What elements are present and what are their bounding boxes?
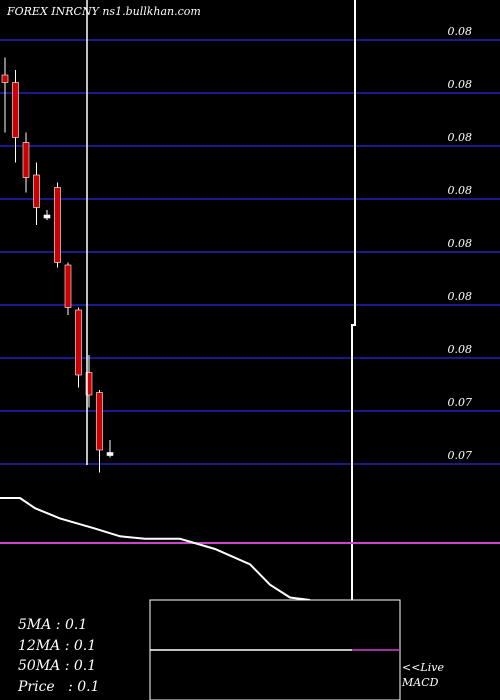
candlestick-series bbox=[1, 57, 114, 473]
candle bbox=[1, 57, 9, 133]
candle bbox=[33, 162, 40, 225]
indicator-5ma: 5MA : 0.1 bbox=[18, 617, 87, 633]
candle-body bbox=[106, 452, 114, 456]
candle bbox=[64, 262, 72, 315]
indicator-50ma: 50MA : 0.1 bbox=[18, 658, 96, 674]
candle-body bbox=[22, 142, 30, 178]
candle-body bbox=[54, 187, 61, 263]
candle-body bbox=[85, 372, 93, 396]
candle-body bbox=[43, 214, 51, 219]
candle-body bbox=[96, 392, 103, 451]
price-tick-label: 0.08 bbox=[448, 131, 473, 144]
price-axis-labels: 0.08 0.08 0.08 0.08 0.08 0.08 0.08 0.07 0.07 bbox=[448, 25, 473, 462]
indicator-12ma: 12MA : 0.1 bbox=[18, 638, 96, 654]
live-divider-line bbox=[351, 0, 356, 650]
candle bbox=[75, 307, 82, 388]
chart-title: FOREX INRCNY ns1.bullkhan.com bbox=[6, 5, 201, 18]
candle bbox=[54, 182, 61, 268]
indicator-legend: 5MA : 0.1 12MA : 0.1 50MA : 0.1 Price : … bbox=[17, 617, 100, 695]
price-tick-label: 0.08 bbox=[448, 78, 473, 91]
candle-body bbox=[1, 74, 9, 83]
live-label: <<Live bbox=[402, 661, 444, 674]
price-tick-label: 0.08 bbox=[448, 343, 473, 356]
ma-line bbox=[0, 497, 311, 601]
candle bbox=[96, 390, 103, 473]
macd-label: MACD bbox=[401, 676, 439, 689]
price-tick-label: 0.08 bbox=[448, 25, 473, 38]
candle bbox=[106, 440, 114, 458]
candle-body bbox=[75, 309, 82, 376]
candle bbox=[22, 132, 30, 193]
candle bbox=[12, 70, 19, 163]
price-tick-label: 0.08 bbox=[448, 290, 473, 303]
candle bbox=[85, 355, 93, 408]
candle-body bbox=[64, 264, 72, 308]
candle-body bbox=[33, 174, 40, 208]
price-tick-label: 0.08 bbox=[448, 237, 473, 250]
candle-body bbox=[12, 82, 19, 138]
candle bbox=[43, 210, 51, 220]
price-gridlines bbox=[0, 39, 500, 465]
price-tick-label: 0.07 bbox=[448, 449, 473, 462]
price-tick-label: 0.08 bbox=[448, 184, 473, 197]
indicator-price: Price : 0.1 bbox=[17, 679, 100, 695]
price-tick-label: 0.07 bbox=[448, 396, 473, 409]
